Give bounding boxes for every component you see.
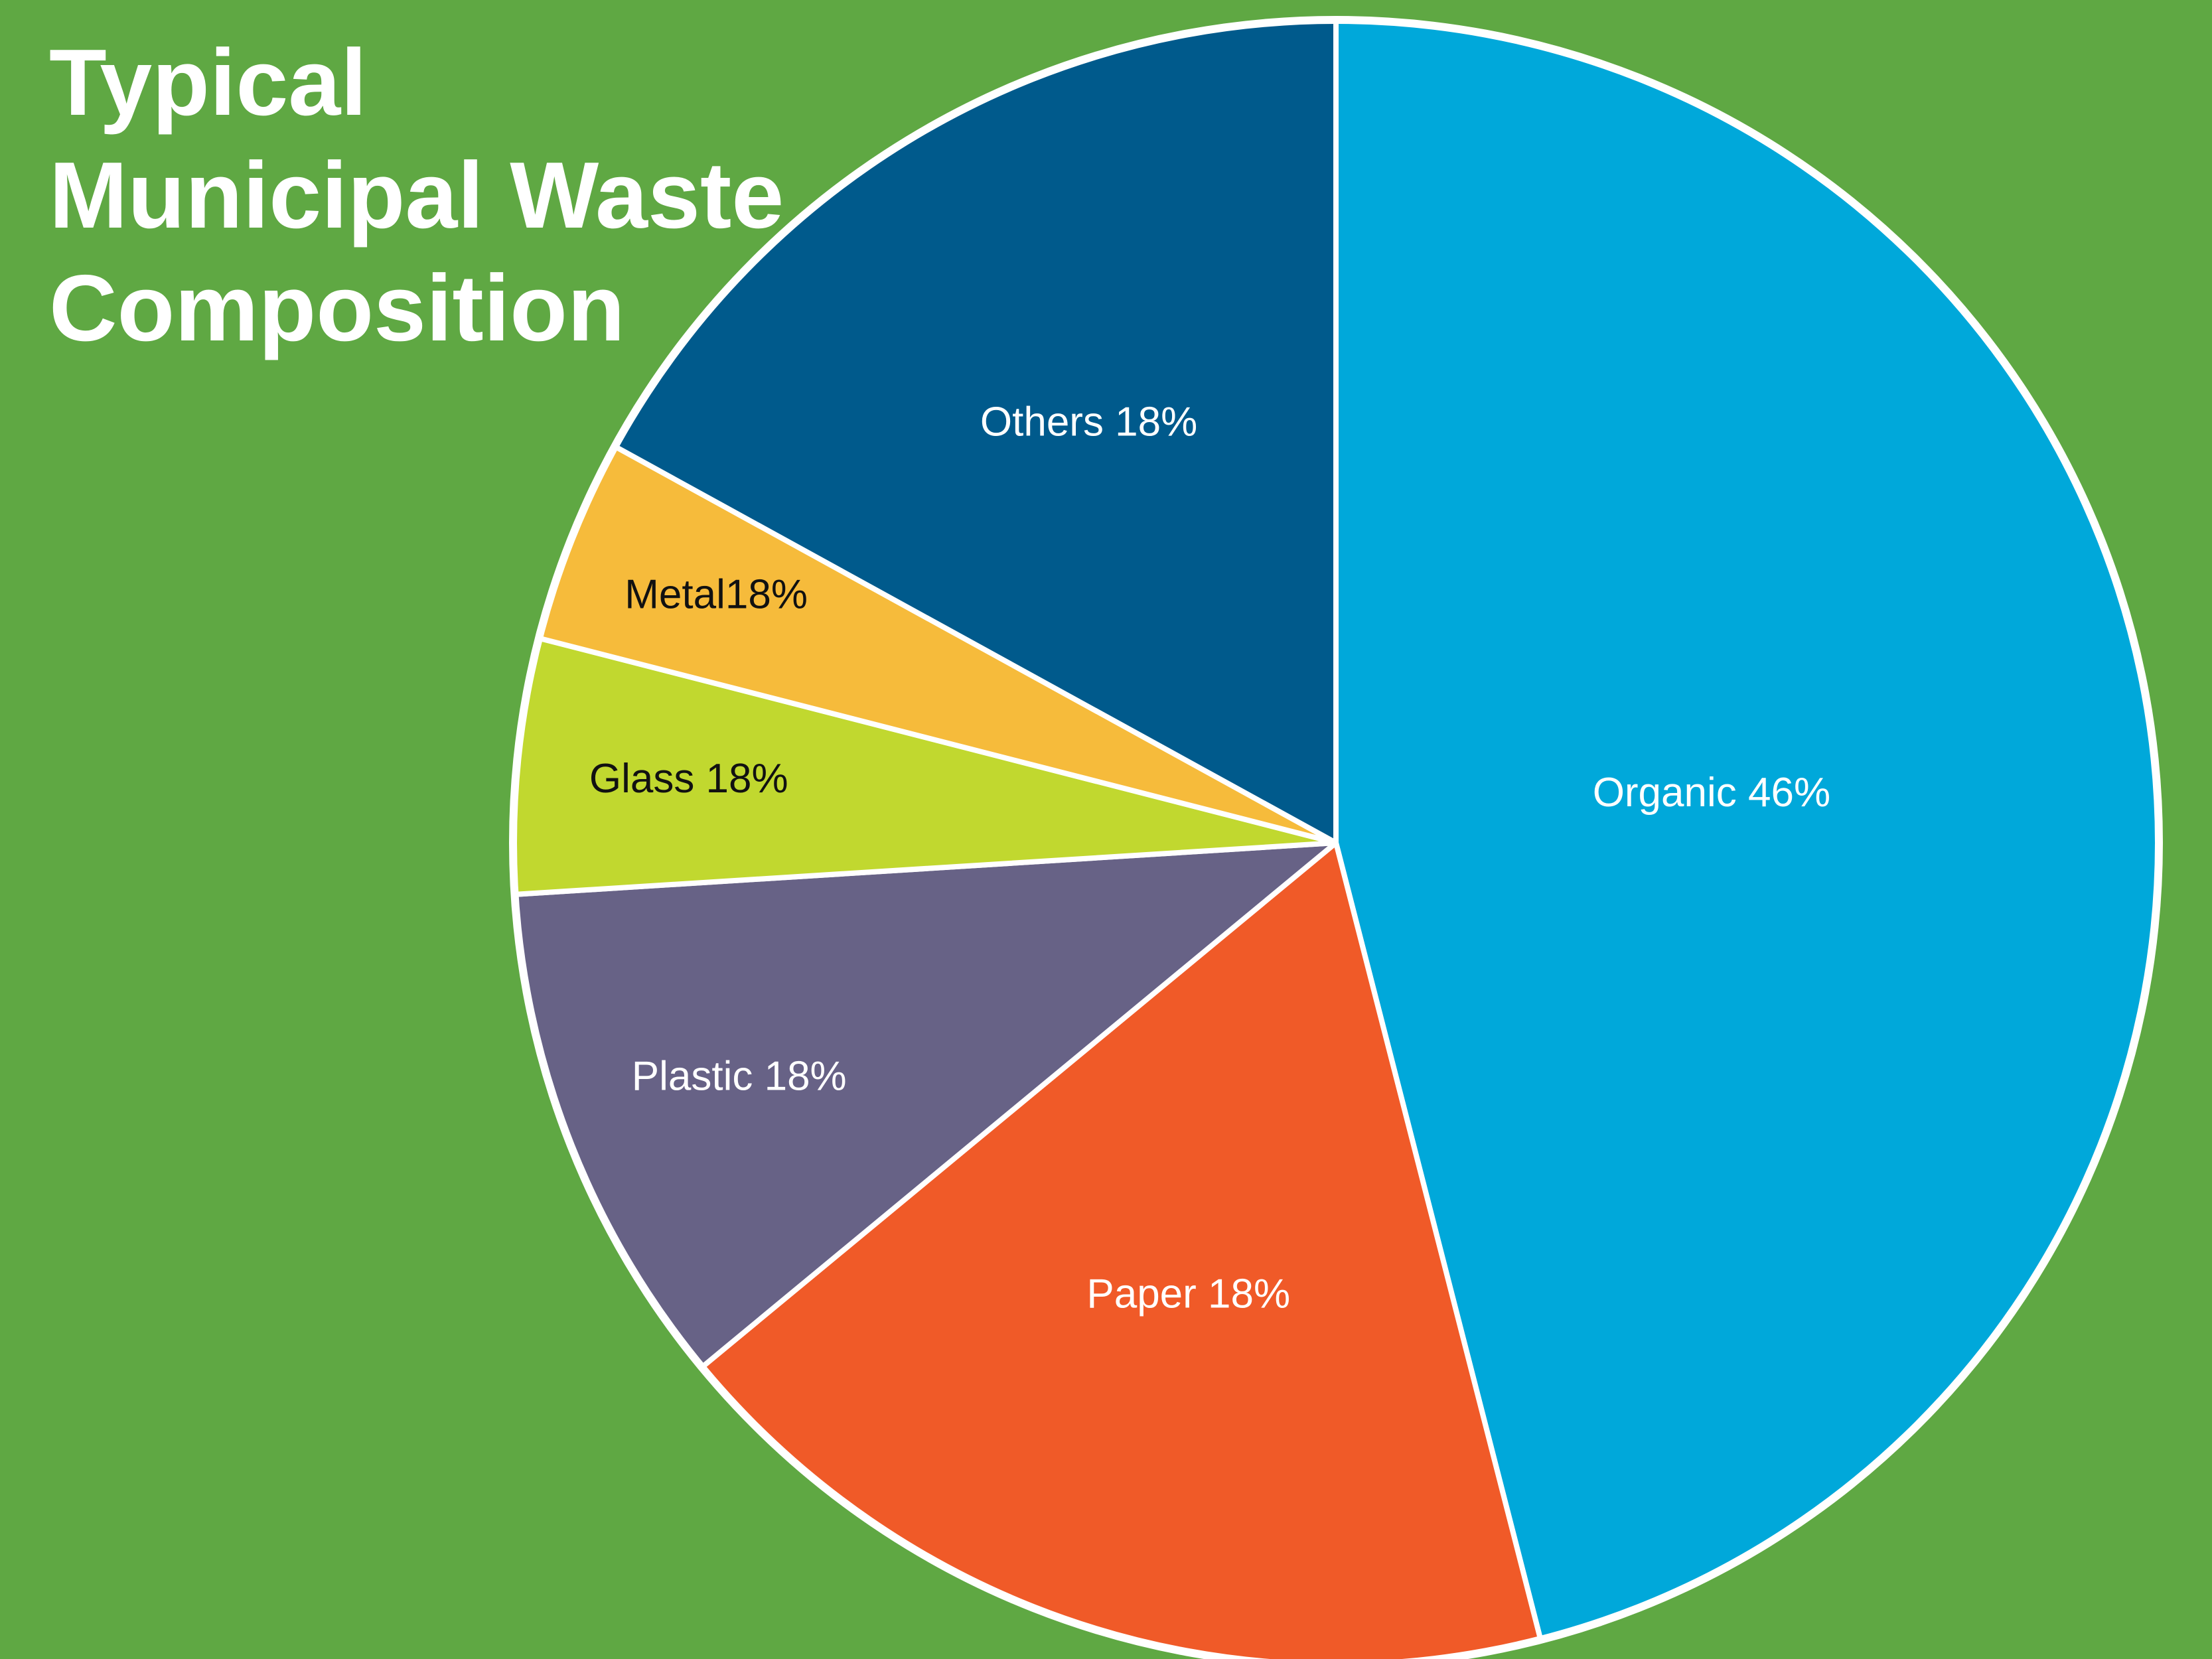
pie-labels: Organic 46% Paper 18% Plastic 18% Glass 18%… [589, 399, 1830, 1317]
pie-slices [509, 16, 2163, 1659]
slice-label-others: Others 18% [980, 399, 1197, 445]
title-line-3: Composition [49, 255, 625, 361]
chart-title: Typical Municipal Waste Composition [49, 27, 846, 365]
title-line-1: Typical [49, 30, 367, 135]
slice-label-metal: Metal18% [625, 572, 808, 618]
slice-label-plastic: Plastic 18% [632, 1053, 847, 1099]
slice-label-paper: Paper 18% [1086, 1271, 1290, 1317]
slice-label-glass: Glass 18% [589, 756, 788, 802]
title-line-2: Municipal Waste [49, 143, 784, 248]
slice-label-organic: Organic 46% [1593, 770, 1830, 816]
pie-outline [509, 16, 2163, 1659]
